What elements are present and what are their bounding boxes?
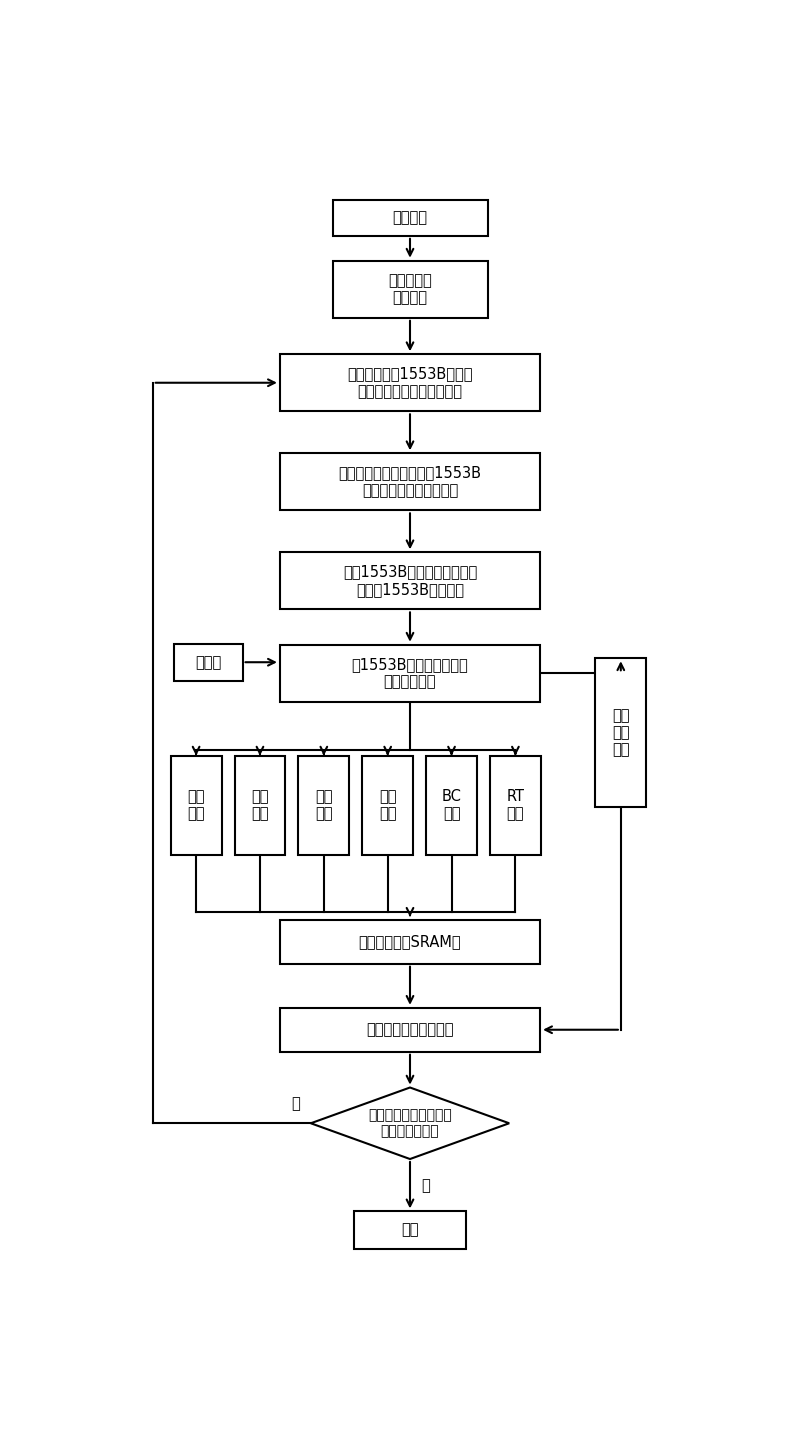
Text: 存储
器写: 存储 器写 [379, 789, 397, 822]
FancyBboxPatch shape [490, 756, 541, 855]
Text: 闩锁
电流
监测: 闩锁 电流 监测 [612, 707, 630, 757]
FancyBboxPatch shape [280, 453, 540, 510]
FancyBboxPatch shape [280, 920, 540, 963]
FancyBboxPatch shape [174, 643, 242, 682]
FancyBboxPatch shape [280, 644, 540, 702]
FancyBboxPatch shape [333, 200, 487, 236]
Text: 否: 否 [421, 1177, 430, 1193]
FancyBboxPatch shape [280, 552, 540, 609]
FancyBboxPatch shape [280, 354, 540, 412]
FancyBboxPatch shape [362, 756, 413, 855]
Text: BC
操作: BC 操作 [442, 789, 462, 822]
Text: 辐射源: 辐射源 [195, 654, 222, 670]
Text: 结果判断，是否需要配
置新的测试场景: 结果判断，是否需要配 置新的测试场景 [368, 1107, 452, 1139]
Text: 存储
器读: 存储 器读 [315, 789, 333, 822]
Text: 监控主机: 监控主机 [393, 210, 427, 226]
Polygon shape [310, 1087, 510, 1159]
Text: RT
操作: RT 操作 [506, 789, 525, 822]
FancyBboxPatch shape [234, 756, 286, 855]
FancyBboxPatch shape [595, 659, 646, 807]
Text: 测试结果存入SRAM中: 测试结果存入SRAM中 [358, 935, 462, 949]
FancyBboxPatch shape [170, 756, 222, 855]
Text: 被测1553B接口电路接收监控
主机的1553B标准信息: 被测1553B接口电路接收监控 主机的1553B标准信息 [343, 564, 477, 597]
Text: 监控主机从串口接收被测1553B
接口电路反馈的中断信息: 监控主机从串口接收被测1553B 接口电路反馈的中断信息 [338, 466, 482, 497]
FancyBboxPatch shape [354, 1212, 466, 1249]
Text: 是: 是 [291, 1096, 300, 1110]
Text: 控制器对被测1553B接口电
路进行测试模式初始化配置: 控制器对被测1553B接口电 路进行测试模式初始化配置 [347, 367, 473, 399]
Text: 测试模式初
始化指令: 测试模式初 始化指令 [388, 273, 432, 306]
FancyBboxPatch shape [280, 1007, 540, 1052]
Text: 寄存
器读: 寄存 器读 [187, 789, 205, 822]
FancyBboxPatch shape [333, 260, 487, 317]
FancyBboxPatch shape [426, 756, 477, 855]
Text: 监控主机接收测试结果: 监控主机接收测试结果 [366, 1022, 454, 1037]
FancyBboxPatch shape [298, 756, 350, 855]
Text: 对1553B接口电路进行单
粒子效应试验: 对1553B接口电路进行单 粒子效应试验 [352, 657, 468, 689]
Text: 结束: 结束 [402, 1222, 418, 1238]
Text: 寄存
器写: 寄存 器写 [251, 789, 269, 822]
